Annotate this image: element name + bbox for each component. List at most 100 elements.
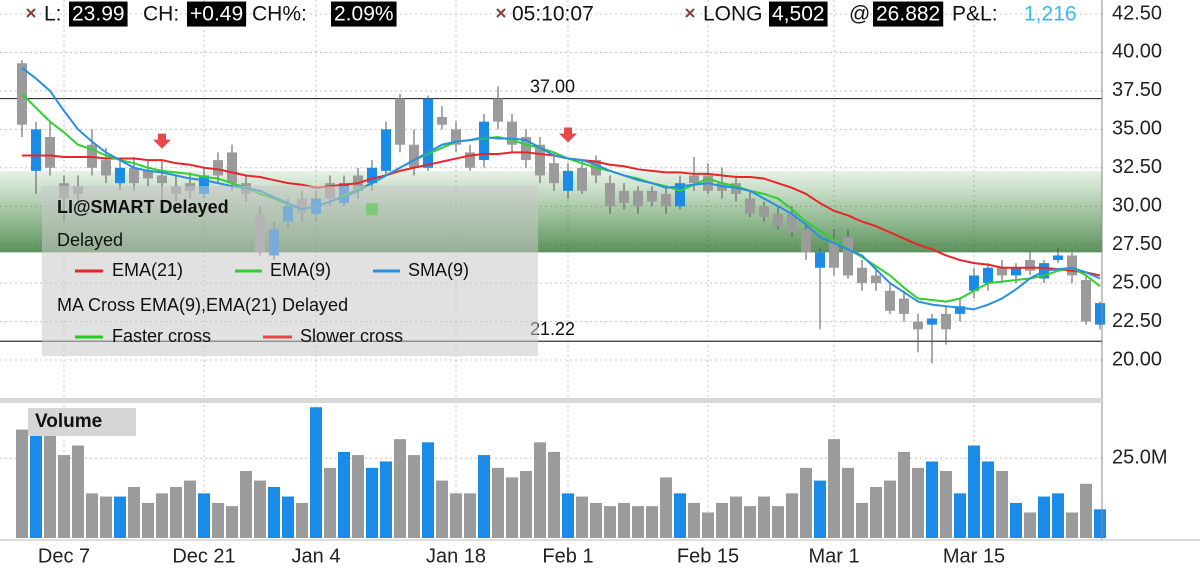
candle-body (759, 206, 769, 217)
status-value: 1,216 (1024, 3, 1077, 26)
value-box (331, 1, 397, 27)
volume-bar (310, 407, 322, 538)
volume-bar (492, 467, 504, 538)
close-icon (496, 8, 506, 18)
volume-bar (380, 461, 392, 538)
volume-bar (674, 493, 686, 538)
volume-bar (198, 493, 210, 538)
x-tick-label: Feb 15 (677, 545, 739, 567)
x-tick-label: Mar 1 (808, 545, 859, 567)
candle-body (1067, 255, 1077, 276)
legend-label: EMA(21) (112, 260, 183, 280)
candle-body (647, 190, 657, 202)
volume-bar (506, 477, 518, 538)
volume-bar (716, 502, 728, 538)
x-tick-label: Mar 15 (943, 545, 1005, 567)
candle-body (577, 167, 587, 191)
close-icon (685, 8, 695, 18)
volume-bar (184, 480, 196, 538)
y-tick-label: 40.00 (1112, 41, 1162, 63)
candle-body (381, 129, 391, 171)
legend-box (42, 186, 538, 356)
x-tick-label: Jan 4 (292, 545, 341, 567)
volume-bar (282, 496, 294, 538)
volume-bar (828, 439, 840, 538)
volume-bar (590, 502, 602, 538)
value-box (69, 1, 128, 27)
volume-bar (324, 467, 336, 538)
legend-label: Faster cross (112, 326, 211, 346)
volume-bar (548, 451, 560, 538)
volume-bar (240, 471, 252, 538)
volume-bar (604, 506, 616, 538)
volume-bar (884, 480, 896, 538)
volume-bar (688, 502, 700, 538)
panel-divider (0, 398, 1102, 403)
volume-bar (870, 486, 882, 538)
status-time: 05:10:07 (512, 3, 594, 26)
candle-body (633, 190, 643, 207)
volume-bar (800, 467, 812, 538)
volume-bar (534, 442, 546, 538)
volume-bar (730, 496, 742, 538)
legend-label: EMA(9) (270, 260, 331, 280)
candle-body (563, 170, 573, 191)
volume-bar (926, 461, 938, 538)
x-tick-label: Feb 1 (542, 545, 593, 567)
candle-body (423, 98, 433, 168)
candle-body (465, 152, 475, 168)
status-value: +0.49 (190, 3, 243, 26)
x-tick-label: Dec 21 (172, 545, 235, 567)
volume-bar (44, 429, 56, 538)
volume-bar (842, 467, 854, 538)
candle-body (535, 144, 545, 176)
volume-bar (982, 461, 994, 538)
volume-bar (58, 455, 70, 538)
x-tick-label: Dec 7 (38, 545, 90, 567)
candle-body (507, 121, 517, 145)
volume-bar (814, 480, 826, 538)
candle-body (395, 98, 405, 145)
candle-body (941, 313, 951, 330)
candle-body (1011, 267, 1021, 276)
volume-bar (464, 493, 476, 538)
volume-bar (142, 502, 154, 538)
y-tick-label: 37.50 (1112, 79, 1162, 101)
volume-bar (786, 493, 798, 538)
candle-body (213, 160, 223, 176)
candle-body (199, 175, 209, 194)
volume-bar (30, 426, 42, 538)
candle-body (801, 229, 811, 253)
status-value: 23.99 (72, 3, 125, 26)
volume-bar (170, 486, 182, 538)
panel-title: Volume (35, 411, 102, 432)
y-tick-label: 25.00 (1112, 271, 1162, 293)
candle-body (843, 236, 853, 276)
volume-bar (296, 502, 308, 538)
candle-body (969, 275, 979, 291)
cross-marker (153, 133, 171, 149)
status-label: P&L: (952, 3, 998, 26)
candle-body (549, 163, 559, 184)
candle-body (913, 321, 923, 330)
candle-body (227, 152, 237, 184)
volume-bar (898, 451, 910, 538)
candle-body (451, 129, 461, 145)
y-tick-label: 25.0M (1112, 447, 1168, 469)
volume-bar (646, 506, 658, 538)
candle-body (143, 170, 153, 179)
candle-body (871, 275, 881, 284)
panel-title-box (28, 408, 136, 436)
volume-bar (562, 493, 574, 538)
candle-body (1053, 255, 1063, 261)
volume-bar (632, 506, 644, 538)
legend-label: SMA(9) (408, 260, 469, 280)
volume-bar (268, 486, 280, 538)
candle-body (619, 190, 629, 204)
volume-bar (1080, 483, 1092, 538)
ma-line (21, 93, 1101, 303)
value-box (769, 1, 828, 27)
volume-bar (478, 455, 490, 538)
candle-body (675, 183, 685, 207)
